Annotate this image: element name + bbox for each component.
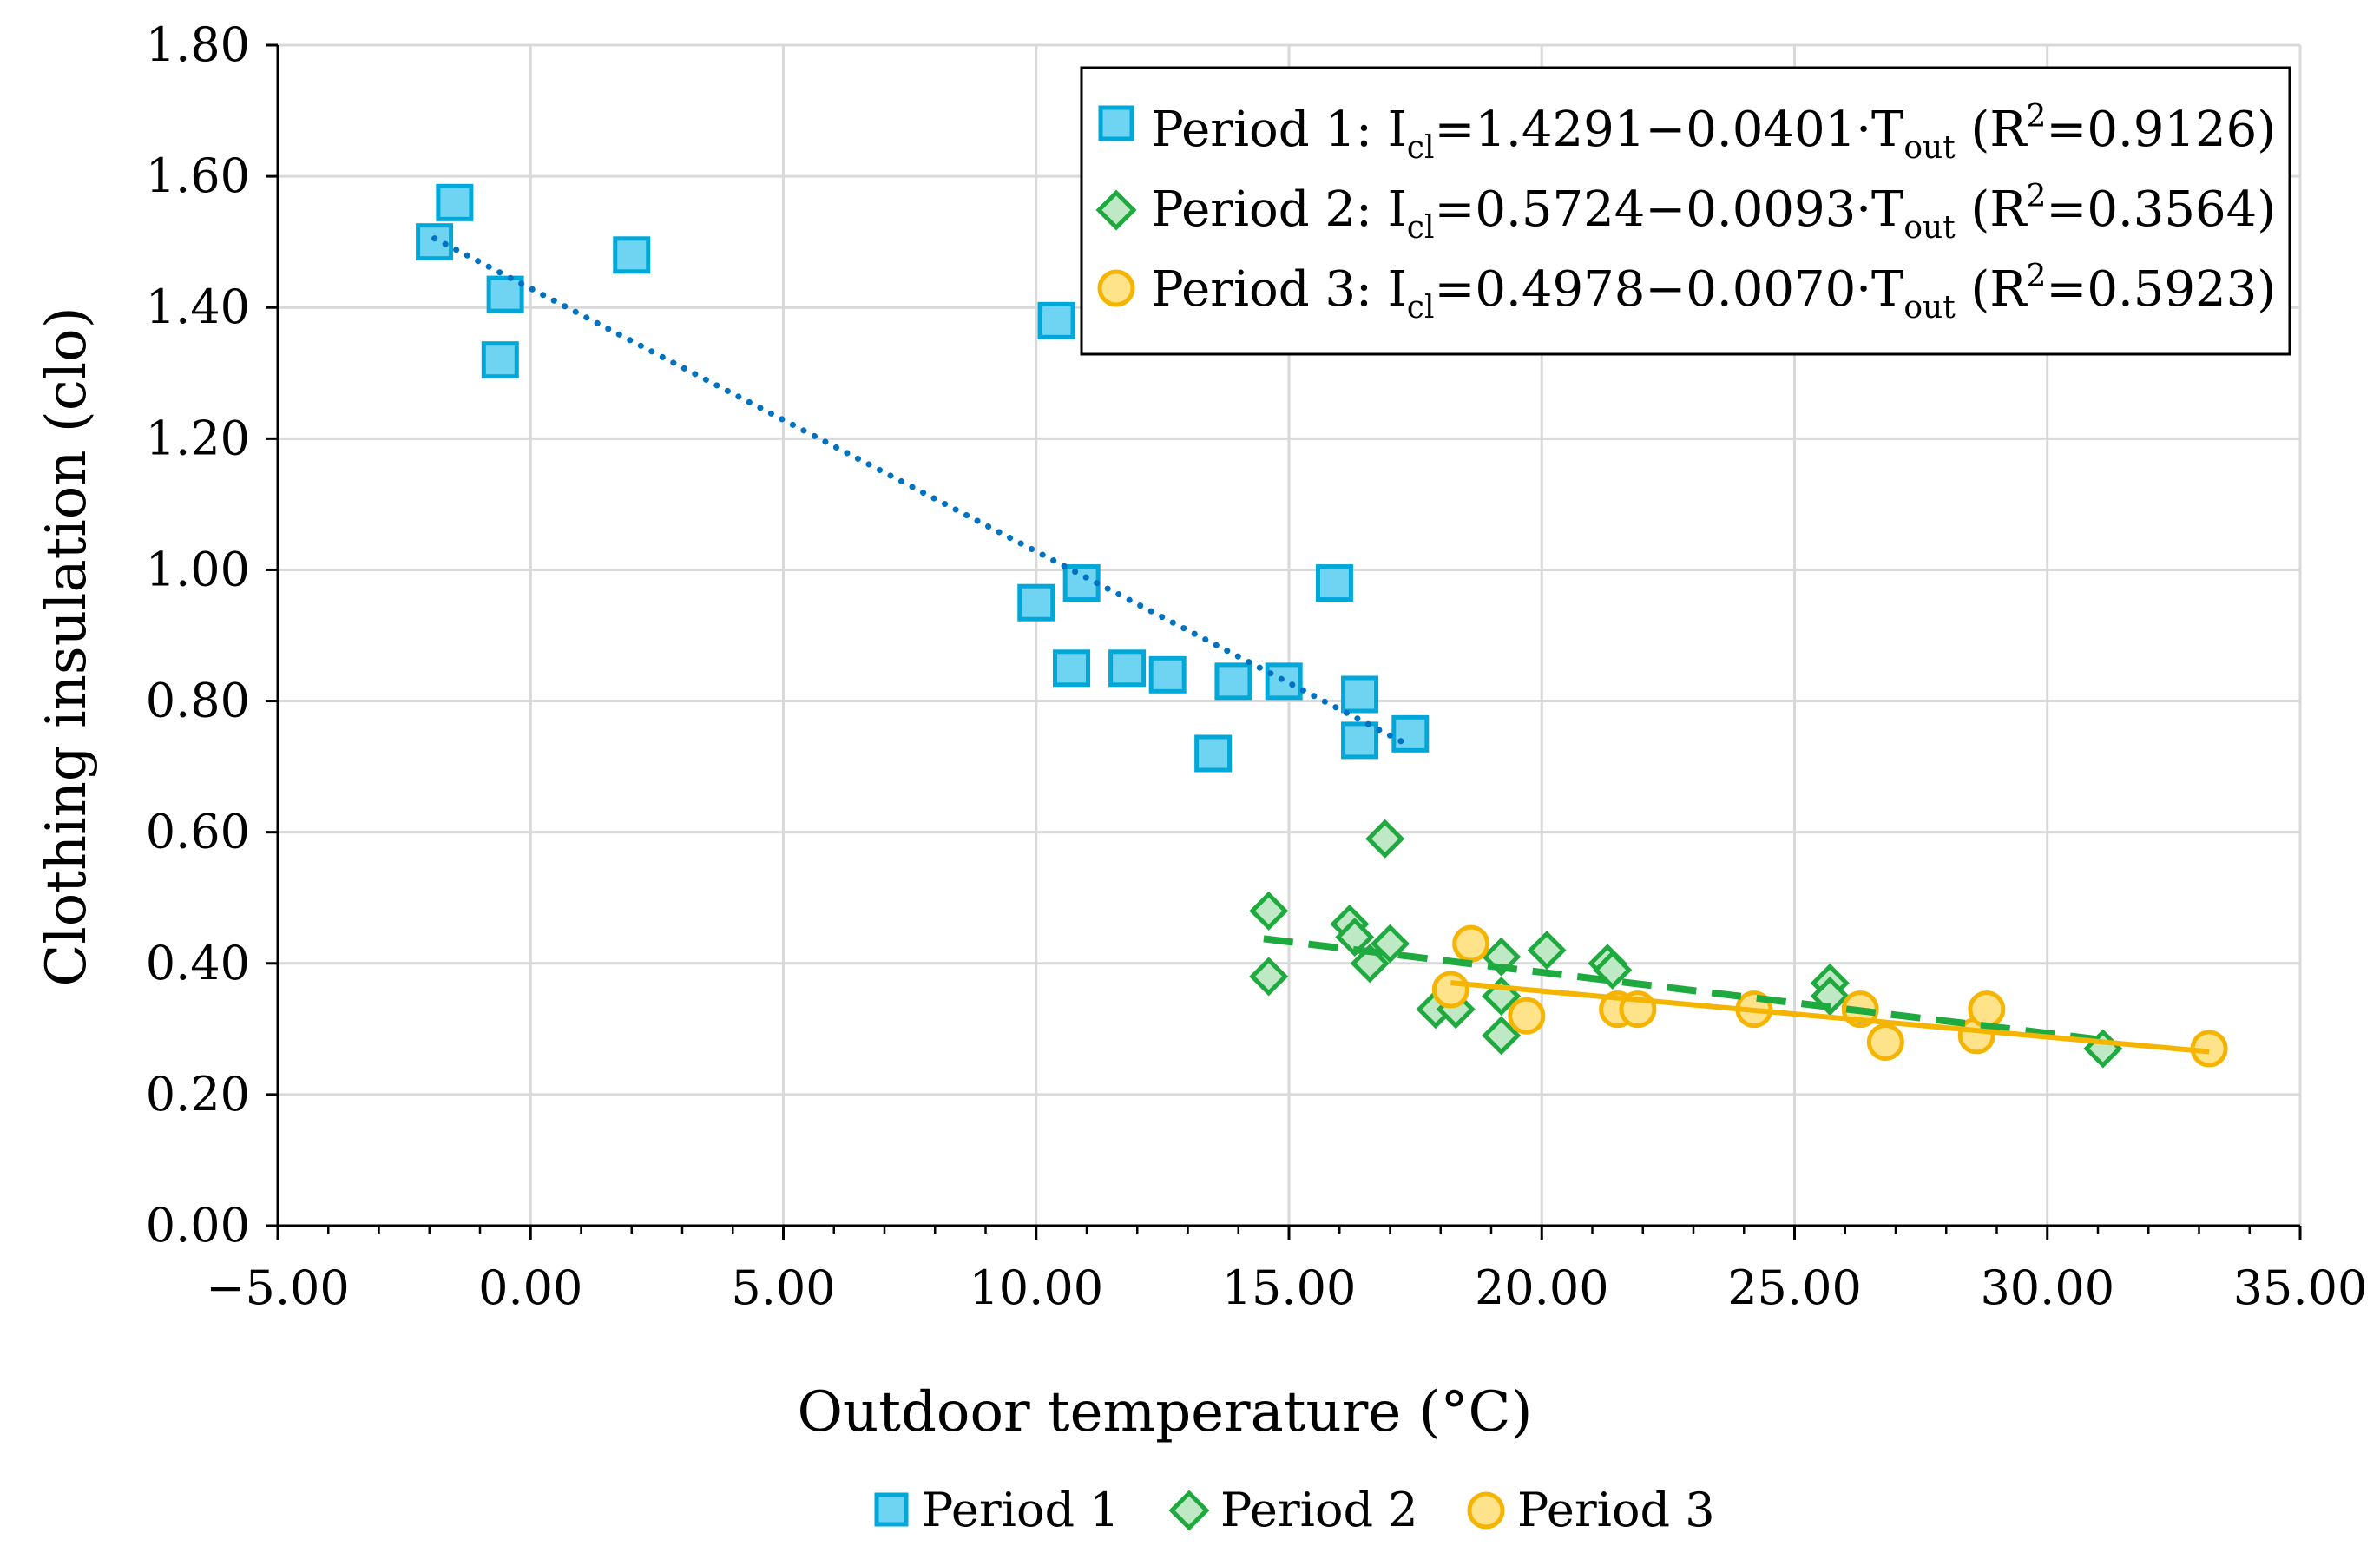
inset-legend: Period 1: Icl=1.4291−0.0401·Tout (R2=0.9… bbox=[1080, 66, 2291, 356]
x-tick-label: 0.00 bbox=[478, 1260, 582, 1315]
y-tick-label: 0.80 bbox=[146, 674, 250, 728]
legend-diamond-marker bbox=[1095, 189, 1137, 231]
bottom-legend: Period 1 Period 2 Period 3 bbox=[874, 1483, 1715, 1537]
period-1-point bbox=[1037, 301, 1075, 339]
x-tick-label: 35.00 bbox=[2233, 1260, 2368, 1315]
x-tick-label: 25.00 bbox=[1727, 1260, 1862, 1315]
period-2-point bbox=[1249, 957, 1289, 997]
data-points bbox=[416, 183, 2228, 1069]
x-tick-label: −5.00 bbox=[206, 1260, 349, 1315]
period-1-point bbox=[1315, 564, 1353, 602]
period-1-point bbox=[1108, 649, 1147, 688]
period-3-point bbox=[1866, 1023, 1904, 1061]
period-2-point bbox=[1527, 931, 1567, 971]
tick-labels: −5.00 0.00 5.00 10.00 15.00 20.00 25.00 30.00 35… bbox=[146, 17, 2368, 1315]
x-tick-label: 15.00 bbox=[1222, 1260, 1357, 1315]
period-1-point bbox=[1053, 649, 1091, 688]
trend-lines bbox=[431, 235, 2210, 1055]
bottom-legend-diamond-marker bbox=[1168, 1490, 1210, 1531]
period-3-point bbox=[1452, 924, 1490, 963]
period-1-point bbox=[613, 236, 651, 274]
y-tick-label: 0.00 bbox=[146, 1198, 250, 1253]
inset-legend-box bbox=[1080, 66, 2291, 356]
y-tick-label: 0.60 bbox=[146, 805, 250, 859]
legend-circle-marker bbox=[1097, 269, 1135, 307]
legend-entry-period-3: Period 3: Icl=0.4978−0.0070·Tout (R2=0.5… bbox=[1151, 259, 2276, 326]
period-1-point bbox=[486, 275, 524, 313]
period-2-point bbox=[1482, 1016, 1522, 1056]
y-tick-label: 1.60 bbox=[146, 148, 250, 203]
y-tick-label: 1.20 bbox=[146, 411, 250, 465]
period-2-trendline bbox=[1263, 935, 2104, 1044]
period-1-point bbox=[1265, 662, 1303, 701]
legend-entry-period-2: Period 2: Icl=0.5724−0.0093·Tout (R2=0.3… bbox=[1151, 179, 2276, 246]
period-1-point bbox=[1341, 721, 1379, 760]
bottom-legend-square-marker bbox=[874, 1492, 909, 1527]
period-3-point bbox=[1508, 997, 1546, 1035]
legend-square-marker bbox=[1098, 105, 1134, 141]
period-1-point bbox=[1017, 583, 1055, 622]
y-tick-label: 1.80 bbox=[146, 17, 250, 72]
period-2-point bbox=[1249, 891, 1289, 931]
period-2-point bbox=[1335, 918, 1375, 957]
period-3-point bbox=[1431, 971, 1469, 1009]
period-1-point bbox=[1148, 655, 1187, 694]
bottom-legend-period-2: Period 2 bbox=[1220, 1483, 1418, 1537]
x-tick-label: 10.00 bbox=[969, 1260, 1103, 1315]
period-3-point bbox=[1968, 990, 2006, 1029]
bottom-legend-period-3: Period 3 bbox=[1517, 1483, 1715, 1537]
period-1-point bbox=[436, 183, 474, 221]
y-tick-label: 1.00 bbox=[146, 542, 250, 596]
period-1-point bbox=[1214, 662, 1252, 701]
bottom-legend-period-1: Period 1 bbox=[922, 1483, 1120, 1537]
period-1-point bbox=[1341, 675, 1379, 714]
period-1-point bbox=[1391, 714, 1430, 753]
x-tick-label: 20.00 bbox=[1475, 1260, 1609, 1315]
period-2-point bbox=[1365, 819, 1405, 859]
axes bbox=[266, 43, 2302, 1240]
period-1-point bbox=[481, 341, 519, 379]
period-1-trendline bbox=[431, 235, 1414, 749]
y-tick-label: 0.20 bbox=[146, 1067, 250, 1122]
bottom-legend-circle-marker bbox=[1467, 1491, 1505, 1530]
y-tick-label: 0.40 bbox=[146, 936, 250, 990]
x-tick-label: 5.00 bbox=[731, 1260, 835, 1315]
period-2-point bbox=[1810, 977, 1850, 1017]
y-axis-title: Clothing insulation (clo) bbox=[35, 306, 99, 986]
x-axis-title: Outdoor temperature (°C) bbox=[798, 1380, 1533, 1444]
y-tick-label: 1.40 bbox=[146, 280, 250, 334]
period-1-point bbox=[1062, 564, 1101, 602]
period-3-trendline bbox=[1450, 980, 2210, 1055]
legend-entry-period-1: Period 1: Icl=1.4291−0.0401·Tout (R2=0.9… bbox=[1151, 99, 2276, 166]
x-tick-label: 30.00 bbox=[1980, 1260, 2114, 1315]
period-1-point bbox=[1194, 734, 1233, 773]
